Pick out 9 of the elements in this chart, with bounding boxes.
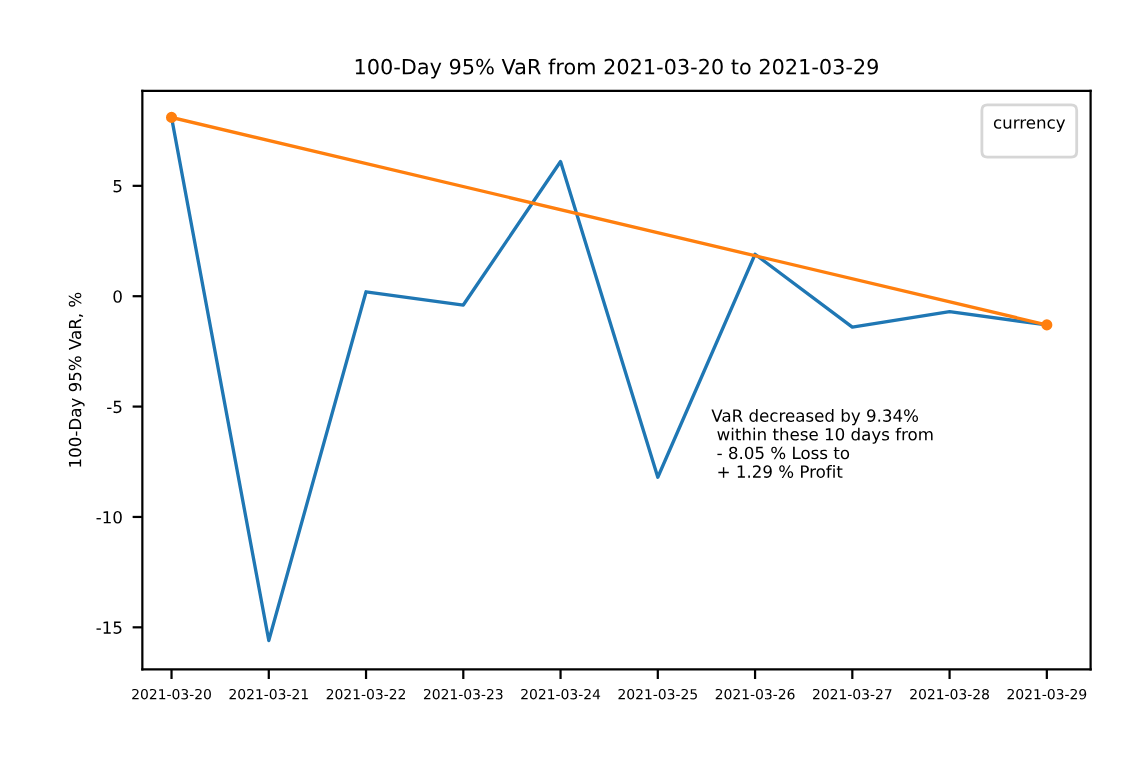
y-tick-label: 5 [113, 180, 122, 193]
chart-title: 100-Day 95% VaR from 2021-03-20 to 2021-03-29 [355, 58, 878, 79]
y-axis-title: 100-Day 95% VaR, % [68, 292, 85, 467]
y-tick-label: 0 [113, 290, 122, 303]
legend-title: currency [993, 119, 1066, 133]
y-tick-label: -10 [96, 510, 122, 524]
annotation: VaR decreased by 9.34% within these 10 days from - 8.05 % Loss to + 1.29 % Profit [711, 409, 933, 478]
y-tick-label: -5 [107, 400, 122, 414]
y-tick-label: -15 [96, 621, 122, 634]
